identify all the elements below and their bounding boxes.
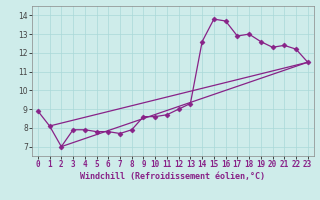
X-axis label: Windchill (Refroidissement éolien,°C): Windchill (Refroidissement éolien,°C) [80, 172, 265, 181]
